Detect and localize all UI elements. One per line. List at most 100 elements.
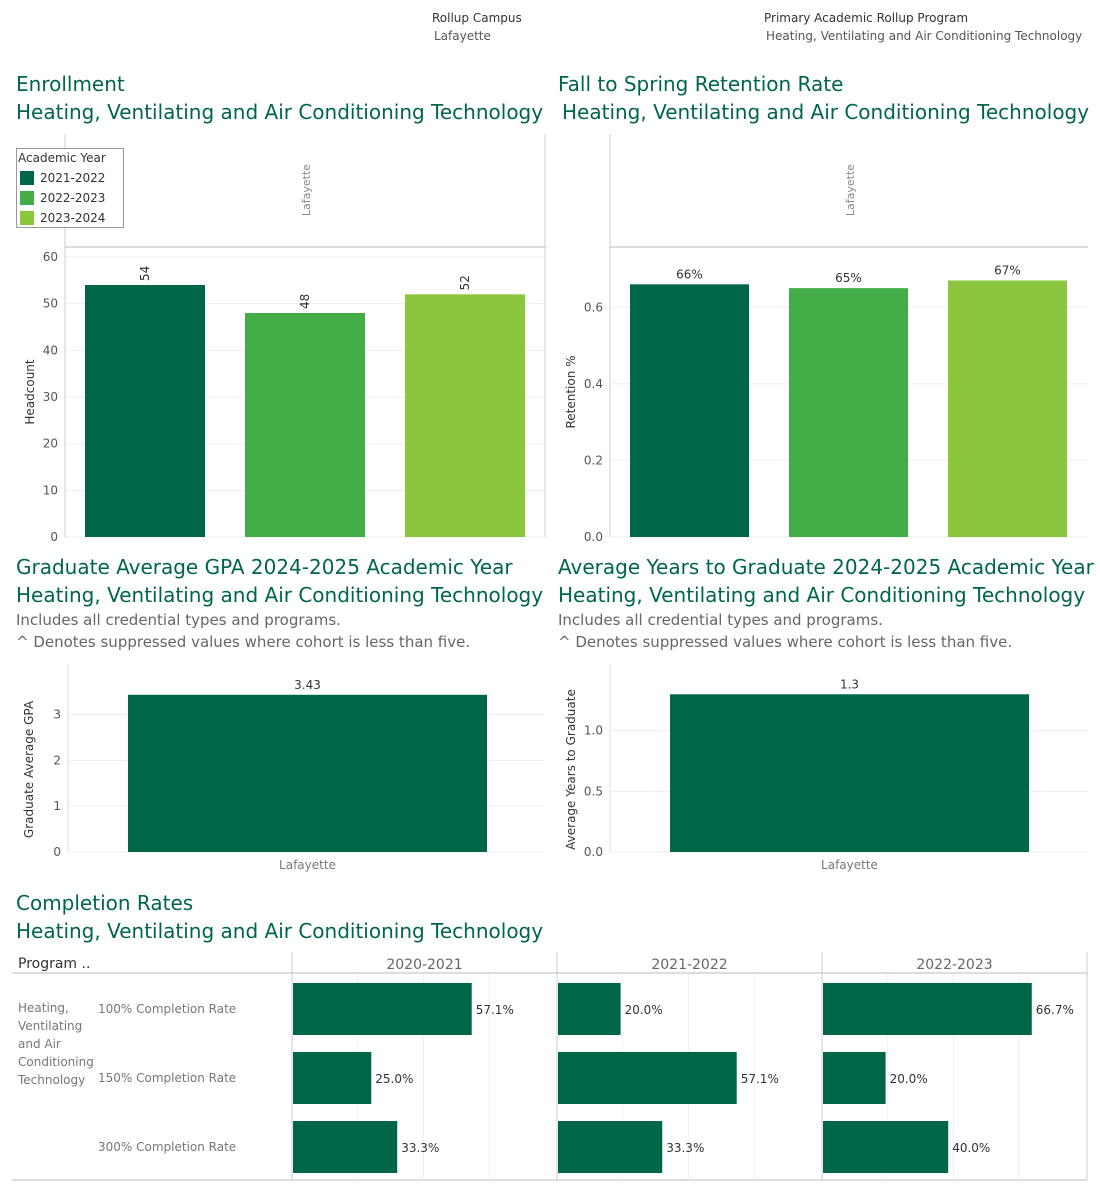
gpa-title: Graduate Average GPA 2024-2025 Academic … (16, 555, 513, 579)
y-tick-label: 1 (53, 799, 61, 813)
completion-value-label: 57.1% (741, 1072, 779, 1086)
campus-filter-title: Rollup Campus (432, 11, 522, 25)
legend-item-2022-2023[interactable]: 2022-2023 (17, 188, 123, 208)
years-note-credentials: Includes all credential types and progra… (558, 611, 883, 629)
y-tick-label: 1.0 (584, 724, 603, 738)
y-tick-label: 20 (43, 437, 58, 451)
bar-value-label: 65% (835, 271, 862, 285)
row-label: 150% Completion Rate (98, 1071, 236, 1085)
program-column-header: Program .. (18, 956, 90, 972)
column-header-2021-2022: 2021-2022 (651, 957, 727, 973)
program-name-line: Ventilating (18, 1019, 82, 1033)
completion-value-label: 20.0% (890, 1072, 928, 1086)
years-chart: 0.0 0.5 1.0 Average Years to Graduate 1.3 Laf… (564, 664, 1088, 872)
panel-header-label: Lafayette (844, 164, 857, 216)
legend-label: 2023-2024 (40, 211, 106, 225)
completion-value-label: 25.0% (375, 1072, 413, 1086)
row-label: 300% Completion Rate (98, 1140, 236, 1154)
y-tick-label: 0.0 (584, 845, 603, 859)
completion-value-label: 57.1% (476, 1003, 514, 1017)
completion-bar (823, 1052, 886, 1104)
completion-bar (823, 1121, 949, 1173)
row-label: 100% Completion Rate (98, 1002, 236, 1016)
completion-value-label: 33.3% (401, 1141, 439, 1155)
column-header-2020-2021: 2020-2021 (386, 957, 462, 973)
program-name: Heating, Ventilating and Air Conditioning Te… (17, 1001, 94, 1087)
completion-bar (558, 1052, 737, 1104)
completion-value-label: 33.3% (666, 1141, 704, 1155)
y-axis-label: Graduate Average GPA (22, 700, 36, 838)
years-subtitle: Heating, Ventilating and Air Conditionin… (558, 583, 1086, 607)
completion-bar (293, 1121, 398, 1173)
y-axis-label: Headcount (23, 359, 37, 425)
bar-2021-2022 (85, 285, 205, 537)
program-name-line: Technology (17, 1073, 85, 1087)
y-tick-label: 0.4 (584, 377, 603, 391)
completion-value-label: 20.0% (625, 1003, 663, 1017)
enrollment-subtitle: Heating, Ventilating and Air Conditionin… (16, 100, 544, 124)
gpa-chart: 0 1 2 3 Graduate Average GPA 3.43 Lafayette (22, 664, 545, 872)
enrollment-title: Enrollment (16, 72, 125, 96)
bar-value-label: 66% (676, 267, 703, 281)
completion-value-label: 66.7% (1036, 1003, 1074, 1017)
bar-value-label: 54 (138, 266, 152, 281)
completion-value-label: 40.0% (952, 1141, 990, 1155)
legend-swatch (20, 211, 34, 225)
retention-subtitle: Heating, Ventilating and Air Conditionin… (562, 100, 1090, 124)
completion-title: Completion Rates (16, 891, 194, 915)
bar-Lafayette (128, 694, 487, 852)
y-tick-label: 0.5 (584, 784, 603, 798)
completion-bar (293, 983, 472, 1035)
x-tick-label: Lafayette (279, 858, 336, 872)
retention-title: Fall to Spring Retention Rate (558, 72, 844, 96)
legend-item-2021-2022[interactable]: 2021-2022 (17, 168, 123, 188)
legend-item-2023-2024[interactable]: 2023-2024 (17, 208, 123, 228)
y-tick-label: 3 (53, 708, 61, 722)
panel-header-label: Lafayette (300, 164, 313, 216)
y-tick-label: 0 (50, 530, 58, 542)
program-name-line: and Air (18, 1037, 61, 1051)
gpa-subtitle: Heating, Ventilating and Air Conditionin… (16, 583, 544, 607)
completion-bar (558, 983, 621, 1035)
y-tick-label: 0.2 (584, 453, 603, 467)
y-tick-label: 0.0 (584, 530, 603, 542)
bar-2022-2023 (245, 313, 365, 537)
completion-bar (823, 983, 1032, 1035)
program-filter-title: Primary Academic Rollup Program (764, 11, 969, 25)
bar-Lafayette (670, 694, 1029, 852)
legend-swatch (20, 171, 34, 185)
legend-title: Academic Year (18, 151, 106, 165)
gpa-note-credentials: Includes all credential types and progra… (16, 611, 341, 629)
y-axis-label: Average Years to Graduate (564, 689, 578, 850)
y-tick-label: 0 (53, 845, 61, 859)
completion-subtitle: Heating, Ventilating and Air Conditionin… (16, 919, 544, 943)
campus-filter-value[interactable]: Lafayette (434, 29, 491, 43)
legend-label: 2022-2023 (40, 191, 106, 205)
y-tick-label: 10 (43, 483, 58, 497)
enrollment-legend: Academic Year 2021-2022 2022-2023 2023-2… (16, 148, 124, 228)
program-name-line: Heating, (18, 1001, 69, 1015)
x-tick-label: Lafayette (821, 858, 878, 872)
bar-2021-2022 (630, 284, 749, 537)
bar-value-label: 1.3 (840, 677, 859, 691)
retention-chart: Lafayette 0.0 0.2 0.4 0.6 Retention % 66% 65% 67… (564, 134, 1088, 542)
y-tick-label: 2 (53, 753, 61, 767)
y-tick-label: 60 (43, 250, 58, 264)
completion-chart: Program .. 2020-2021 2021-2022 2022-2023 Hea… (12, 952, 1088, 1181)
bar-2023-2024 (948, 280, 1067, 537)
y-tick-label: 50 (43, 297, 58, 311)
bar-value-label: 3.43 (294, 678, 321, 692)
y-axis-label: Retention % (564, 355, 578, 428)
gpa-note-suppressed: ^ Denotes suppressed values where cohort… (16, 633, 471, 651)
y-tick-label: 0.6 (584, 300, 603, 314)
bar-value-label: 48 (298, 294, 312, 309)
program-name-line: Conditioning (18, 1055, 94, 1069)
enrollment-chart: Lafayette 0 10 20 30 40 50 60 Headcount 54 48 52 (23, 134, 546, 542)
program-filter-value[interactable]: Heating, Ventilating and Air Conditionin… (766, 29, 1083, 43)
bar-2023-2024 (405, 294, 525, 537)
completion-bar (293, 1052, 372, 1104)
y-tick-label: 40 (43, 343, 58, 357)
years-title: Average Years to Graduate 2024-2025 Acad… (558, 555, 1094, 579)
legend-swatch (20, 191, 34, 205)
bar-value-label: 67% (994, 263, 1021, 277)
